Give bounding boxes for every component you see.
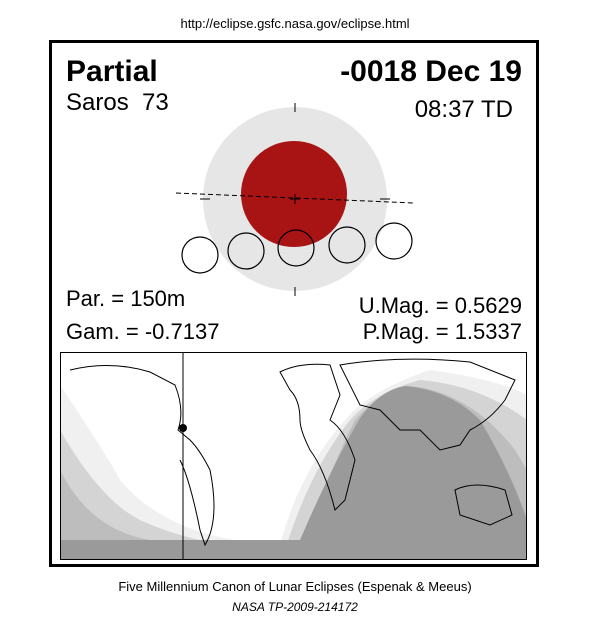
footer-canon: Five Millennium Canon of Lunar Eclipses … (118, 579, 471, 594)
eclipse-time: 08:37 TD (415, 96, 513, 123)
parameter: U.Mag. = 0.5629 (359, 293, 522, 318)
parameter: Gam. = -0.7137 (66, 319, 219, 344)
parameter: P.Mag. = 1.5337 (363, 319, 522, 344)
moon-positions (181, 222, 413, 274)
eclipse-diagram (175, 103, 415, 296)
umbra (241, 141, 347, 247)
eclipse-type: Partial (66, 55, 158, 88)
visibility-map (60, 352, 527, 560)
footer-reference: NASA TP-2009-214172 (232, 600, 358, 614)
parameter: Par. = 150m (66, 286, 185, 311)
saros: Saros 73 (66, 89, 169, 116)
eclipse-date: -0018 Dec 19 (340, 55, 522, 88)
url: http://eclipse.gsfc.nasa.gov/eclipse.htm… (180, 16, 409, 31)
